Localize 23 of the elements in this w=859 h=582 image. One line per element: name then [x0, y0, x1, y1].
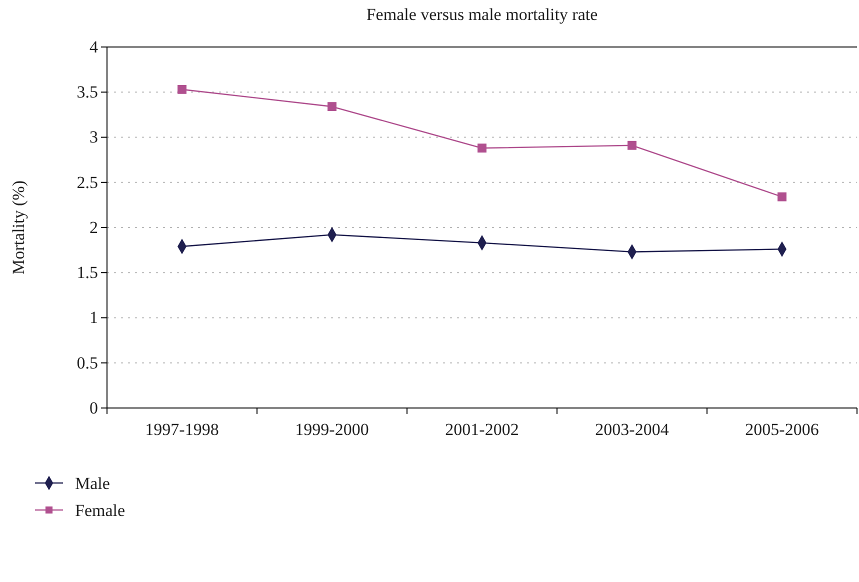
- y-tick-label: 1: [90, 308, 98, 328]
- y-tick-label: 1.5: [76, 263, 98, 282]
- x-tick-label: 2003-2004: [595, 420, 670, 439]
- y-tick-label: 3: [90, 128, 98, 147]
- point: [178, 84, 186, 94]
- point: [478, 144, 486, 153]
- x-tick-label: 2005-2006: [745, 420, 819, 439]
- y-tick-label: 0: [90, 398, 98, 418]
- point: [628, 140, 636, 150]
- y-tick-label: 0.5: [76, 353, 98, 372]
- y-axis-title: Mortality (%): [9, 180, 28, 274]
- x-tick-label: 1999-2000: [295, 420, 369, 439]
- y-tick-label: 4: [90, 37, 98, 56]
- y-tick-label: 3.5: [76, 82, 98, 102]
- y-tick-label: 2: [90, 218, 98, 237]
- chart-title: Female versus male mortality rate: [366, 5, 598, 24]
- y-tick-label: 2.5: [76, 172, 98, 192]
- point: [328, 102, 336, 112]
- x-tick-label: 1997-1998: [145, 420, 219, 439]
- point: [778, 192, 786, 202]
- x-tick-label: 2001-2002: [445, 420, 519, 439]
- legend-label: Male: [75, 474, 110, 493]
- legend-label: Female: [75, 501, 126, 520]
